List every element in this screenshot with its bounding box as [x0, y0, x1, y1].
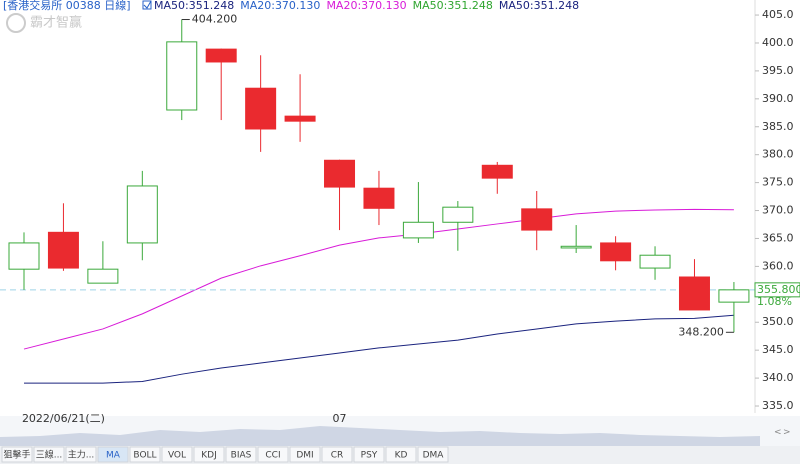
navigator-area — [0, 426, 760, 446]
y-tick-label: 405.0 — [762, 8, 794, 21]
y-tick-label: 390.0 — [762, 92, 794, 105]
candle-body — [284, 115, 316, 122]
x-tick-label: 07 — [333, 412, 347, 425]
y-tick-label: 335.0 — [762, 399, 794, 412]
candle-body — [363, 187, 395, 209]
legend-item: MA20:370.130 — [240, 0, 320, 12]
candle-body — [600, 242, 632, 262]
candle-body — [166, 41, 198, 111]
tab[interactable]: 三線... — [36, 449, 63, 461]
x-tick-label: 2022/06/21(二) — [22, 412, 105, 425]
tab-bg[interactable] — [257, 446, 289, 463]
tab[interactable]: DMA — [423, 451, 445, 461]
legend-item: MA20:370.130 — [326, 0, 406, 12]
max-label: 404.200 — [192, 13, 238, 26]
tab[interactable]: KDJ — [201, 451, 217, 461]
candle-body — [639, 254, 671, 269]
legend-item: MA50:351.248 — [154, 0, 234, 12]
y-tick-label: 360.0 — [762, 259, 794, 272]
candle-body — [442, 206, 474, 223]
candle-body — [560, 245, 592, 249]
logo-icon — [6, 13, 26, 33]
candle-body — [126, 185, 158, 244]
tab[interactable]: 狙擊手 — [3, 449, 30, 461]
y-tick-label: 370.0 — [762, 204, 794, 217]
tab-bg[interactable] — [289, 446, 321, 463]
checkmark — [143, 0, 152, 9]
candle-body — [402, 221, 434, 239]
tab[interactable]: CR — [331, 451, 344, 461]
candle-body — [481, 164, 513, 179]
tab[interactable]: 主力... — [68, 449, 95, 461]
y-tick-label: 345.0 — [762, 343, 794, 356]
tab-bg[interactable] — [353, 446, 385, 463]
y-tick-label: 395.0 — [762, 64, 794, 77]
tab[interactable]: DMI — [296, 451, 313, 461]
change-label: 1.08% — [757, 295, 792, 308]
candle-body — [324, 159, 356, 188]
tab[interactable]: VOL — [168, 451, 186, 461]
watermark: 霸才智赢 — [30, 15, 82, 31]
candle-body — [521, 208, 553, 231]
tab[interactable]: CCI — [265, 451, 280, 461]
tab-bg[interactable] — [385, 446, 417, 463]
candle-body — [47, 231, 79, 269]
tab-bg[interactable] — [97, 446, 129, 463]
tab-bg[interactable] — [161, 446, 193, 463]
candle-body — [245, 87, 277, 130]
min-label: 348.200 — [678, 325, 724, 338]
y-tick-label: 380.0 — [762, 148, 794, 161]
y-tick-label: 365.0 — [762, 231, 794, 244]
tab-bg[interactable] — [129, 446, 161, 463]
nav-right[interactable]: > — [783, 428, 791, 438]
y-tick-label: 385.0 — [762, 120, 794, 133]
tab-bg[interactable] — [321, 446, 353, 463]
tab[interactable]: MA — [106, 451, 121, 461]
candle-body — [87, 268, 119, 284]
tab[interactable]: PSY — [361, 451, 378, 461]
candle-body — [718, 289, 750, 303]
legend-item: MA50:351.248 — [413, 0, 493, 12]
y-tick-label: 375.0 — [762, 176, 794, 189]
header: [香港交易所 00388 日線] — [3, 0, 131, 12]
candle-body — [8, 242, 40, 270]
tab-bg[interactable] — [193, 446, 225, 463]
y-tick-label: 350.0 — [762, 315, 794, 328]
ma-line — [23, 208, 734, 350]
tab[interactable]: BIAS — [231, 451, 252, 461]
tab-bg[interactable] — [65, 446, 97, 463]
legend-item: MA50:351.248 — [499, 0, 579, 12]
candle-body — [678, 276, 710, 311]
tab[interactable]: KD — [395, 451, 408, 461]
tab-bg[interactable] — [225, 446, 257, 463]
tab-bg[interactable] — [417, 446, 449, 463]
last-price-box — [754, 282, 800, 298]
ma-line — [24, 314, 734, 384]
last-price-label: 355.800 — [757, 283, 800, 296]
tab-bg[interactable] — [1, 446, 33, 463]
y-tick-label: 400.0 — [762, 36, 794, 49]
y-tick-label: 340.0 — [762, 371, 794, 384]
checkbox[interactable] — [142, 0, 152, 10]
nav-left[interactable]: < — [774, 428, 782, 438]
candle-body — [205, 48, 237, 63]
tab[interactable]: BOLL — [133, 451, 156, 461]
tab-bg[interactable] — [33, 446, 65, 463]
